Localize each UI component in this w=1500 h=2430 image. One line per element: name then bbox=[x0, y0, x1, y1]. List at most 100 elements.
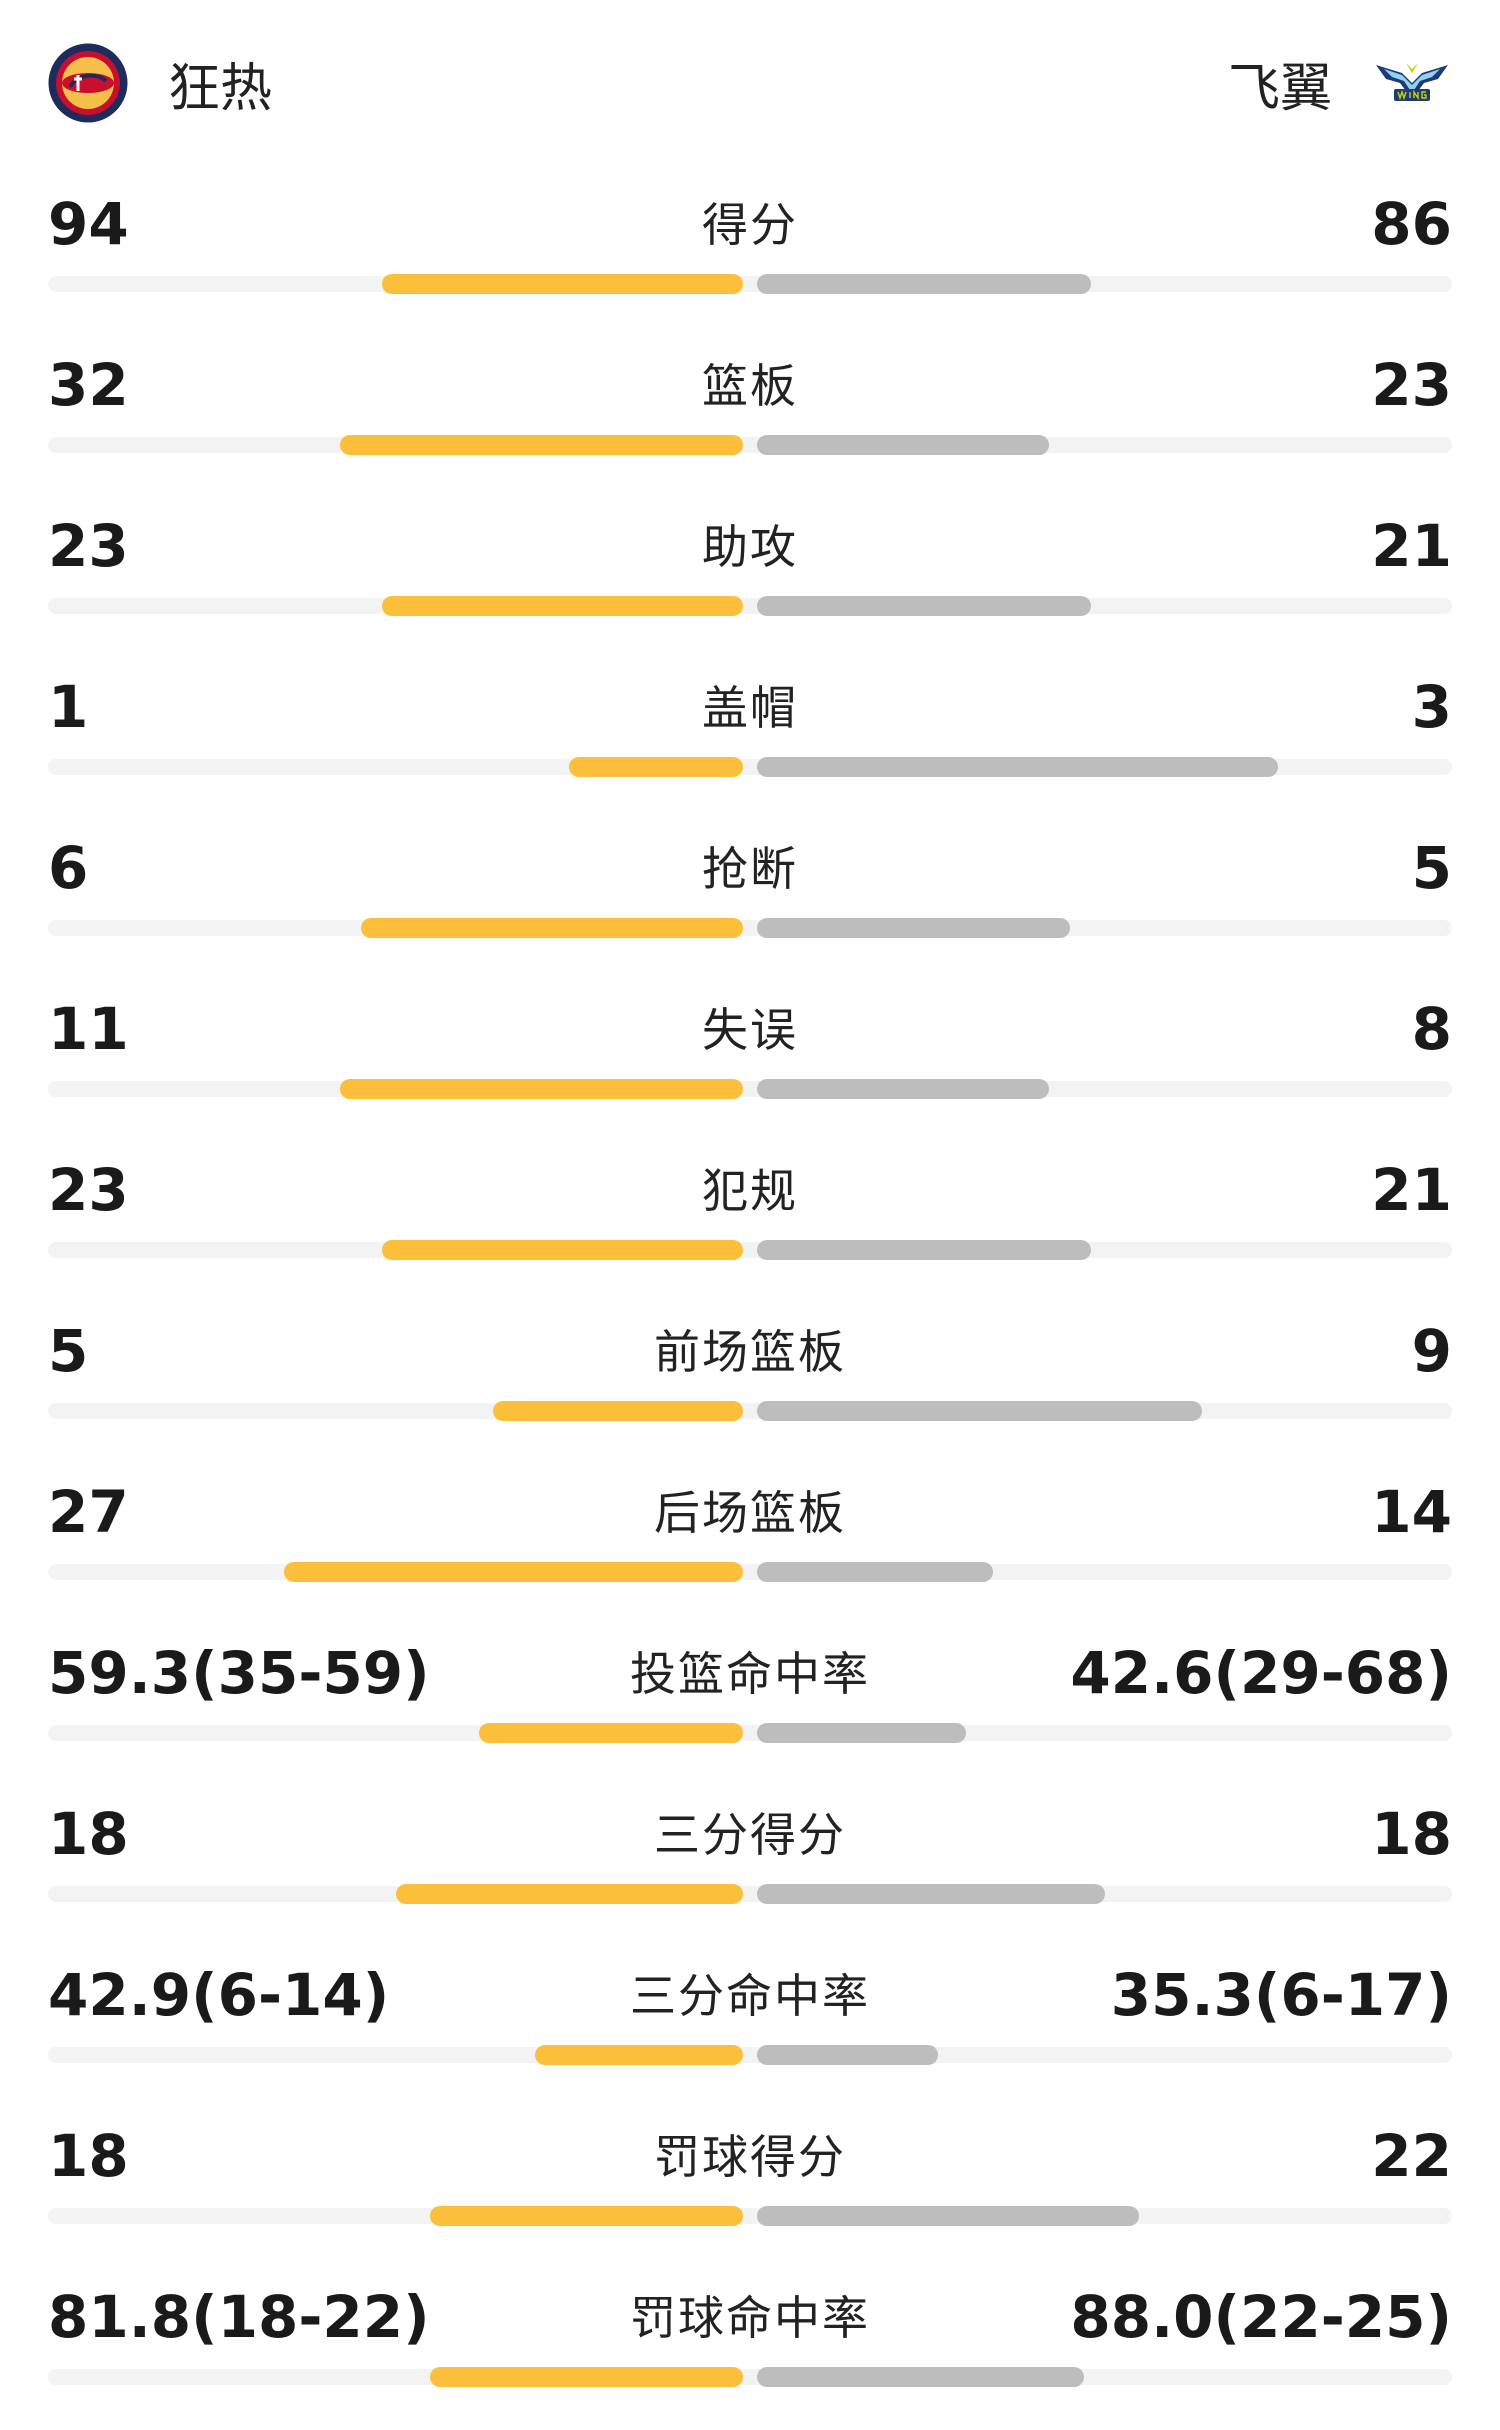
home-stat-value: 6 bbox=[48, 834, 89, 902]
stat-row: 11 失误 8 bbox=[48, 981, 1452, 1142]
stat-row: 42.9(6-14) 三分命中率 35.3(6-17) bbox=[48, 1947, 1452, 2108]
stat-label: 罚球命中率 bbox=[630, 2291, 870, 2345]
home-bar bbox=[381, 274, 743, 294]
home-stat-value: 23 bbox=[48, 512, 129, 580]
home-bar-half bbox=[48, 1562, 743, 1582]
away-bar-half bbox=[757, 2045, 1452, 2065]
home-stat-value: 5 bbox=[48, 1317, 89, 1385]
away-bar-half bbox=[757, 435, 1452, 455]
home-stat-value: 18 bbox=[48, 2122, 129, 2190]
away-stat-value: 5 bbox=[1411, 834, 1452, 902]
comparison-bar-track bbox=[48, 2206, 1452, 2226]
comparison-bar-track bbox=[48, 274, 1452, 294]
home-bar bbox=[534, 2045, 743, 2065]
home-stat-value: 59.3(35-59) bbox=[48, 1639, 430, 1707]
stat-row: 59.3(35-59) 投篮命中率 42.6(29-68) bbox=[48, 1625, 1452, 1786]
away-team[interactable]: 飞翼 bbox=[1228, 43, 1452, 123]
fever-logo-icon bbox=[48, 43, 128, 123]
away-bar bbox=[757, 1723, 966, 1743]
stat-row: 81.8(18-22) 罚球命中率 88.0(22-25) bbox=[48, 2269, 1452, 2430]
away-bar-half bbox=[757, 1562, 1452, 1582]
stat-row: 94 得分 86 bbox=[48, 176, 1452, 337]
home-bar-half bbox=[48, 757, 743, 777]
stat-label: 助攻 bbox=[702, 520, 798, 574]
away-stat-value: 18 bbox=[1371, 1800, 1452, 1868]
stat-row: 1 盖帽 3 bbox=[48, 659, 1452, 820]
away-bar bbox=[757, 2206, 1140, 2226]
away-stat-value: 86 bbox=[1371, 190, 1452, 258]
home-bar bbox=[339, 1079, 743, 1099]
comparison-bar-track bbox=[48, 1723, 1452, 1743]
away-bar bbox=[757, 918, 1070, 938]
home-stat-value: 23 bbox=[48, 1156, 129, 1224]
stat-row: 27 后场篮板 14 bbox=[48, 1464, 1452, 1625]
comparison-bar-track bbox=[48, 2367, 1452, 2387]
away-stat-value: 21 bbox=[1371, 1156, 1452, 1224]
away-bar bbox=[757, 1079, 1049, 1099]
away-bar-half bbox=[757, 1723, 1452, 1743]
away-stat-value: 14 bbox=[1371, 1478, 1452, 1546]
away-stat-value: 35.3(6-17) bbox=[1110, 1961, 1452, 2029]
stat-row: 23 助攻 21 bbox=[48, 498, 1452, 659]
comparison-bar-track bbox=[48, 918, 1452, 938]
stat-label: 三分命中率 bbox=[630, 1969, 870, 2023]
stat-row: 23 犯规 21 bbox=[48, 1142, 1452, 1303]
stat-label: 犯规 bbox=[702, 1164, 798, 1218]
stat-row: 18 三分得分 18 bbox=[48, 1786, 1452, 1947]
away-bar bbox=[757, 1562, 994, 1582]
home-bar bbox=[430, 2367, 743, 2387]
home-bar bbox=[478, 1723, 743, 1743]
stat-label: 失误 bbox=[702, 1003, 798, 1057]
away-stat-value: 9 bbox=[1411, 1317, 1452, 1385]
stat-label: 三分得分 bbox=[654, 1808, 846, 1862]
stat-label: 篮板 bbox=[702, 359, 798, 413]
home-bar bbox=[381, 1240, 743, 1260]
stats-list: 94 得分 86 32 篮板 23 23 助攻 21 1 盖帽 3 6 抢断 5 11 失误 8 23 犯规 21 5 前场… bbox=[48, 176, 1452, 2430]
comparison-bar-track bbox=[48, 1562, 1452, 1582]
away-stat-value: 22 bbox=[1371, 2122, 1452, 2190]
home-stat-value: 1 bbox=[48, 673, 89, 741]
home-stat-value: 42.9(6-14) bbox=[48, 1961, 390, 2029]
home-team-name: 狂热 bbox=[168, 58, 273, 119]
away-bar-half bbox=[757, 1240, 1452, 1260]
away-bar-half bbox=[757, 918, 1452, 938]
stat-label: 盖帽 bbox=[702, 681, 798, 735]
away-bar bbox=[757, 757, 1279, 777]
bar-background bbox=[48, 2047, 1452, 2063]
home-bar bbox=[430, 2206, 743, 2226]
home-bar bbox=[395, 1884, 743, 1904]
home-bar-half bbox=[48, 1884, 743, 1904]
away-bar bbox=[757, 435, 1049, 455]
stat-label: 前场篮板 bbox=[654, 1325, 846, 1379]
away-bar-half bbox=[757, 2206, 1452, 2226]
away-bar-half bbox=[757, 2367, 1452, 2387]
stat-row: 18 罚球得分 22 bbox=[48, 2108, 1452, 2269]
home-stat-value: 32 bbox=[48, 351, 129, 419]
stat-label: 抢断 bbox=[702, 842, 798, 896]
away-bar-half bbox=[757, 1884, 1452, 1904]
home-bar-half bbox=[48, 1079, 743, 1099]
away-bar bbox=[757, 596, 1091, 616]
home-stat-value: 18 bbox=[48, 1800, 129, 1868]
home-bar-half bbox=[48, 274, 743, 294]
home-bar bbox=[339, 435, 743, 455]
stat-label: 罚球得分 bbox=[654, 2130, 846, 2184]
comparison-bar-track bbox=[48, 1079, 1452, 1099]
away-bar bbox=[757, 1884, 1105, 1904]
away-bar-half bbox=[757, 596, 1452, 616]
stat-label: 投篮命中率 bbox=[630, 1647, 870, 1701]
bar-background bbox=[48, 2369, 1452, 2385]
comparison-bar-track bbox=[48, 435, 1452, 455]
away-bar-half bbox=[757, 1401, 1452, 1421]
away-bar bbox=[757, 274, 1091, 294]
home-bar-half bbox=[48, 596, 743, 616]
home-team[interactable]: 狂热 bbox=[48, 43, 272, 123]
away-bar bbox=[757, 1240, 1091, 1260]
home-bar-half bbox=[48, 1401, 743, 1421]
away-bar bbox=[757, 2045, 938, 2065]
home-bar bbox=[284, 1562, 743, 1582]
stat-row: 32 篮板 23 bbox=[48, 337, 1452, 498]
comparison-bar-track bbox=[48, 757, 1452, 777]
home-bar bbox=[569, 757, 743, 777]
